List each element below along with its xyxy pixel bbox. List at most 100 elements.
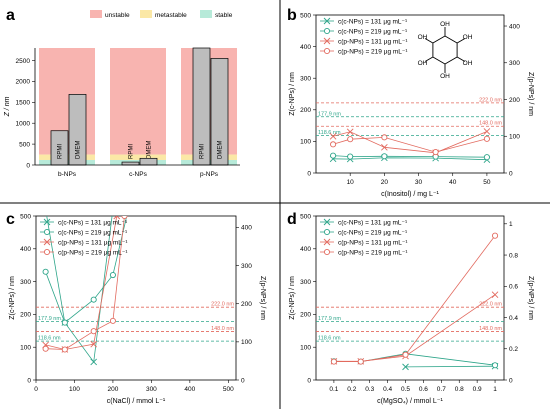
data-point <box>491 362 499 369</box>
bar-c-NPs-RPMI <box>121 161 140 166</box>
x-axis-label: c(Inositol) / mg L⁻¹ <box>381 191 439 198</box>
panel-label-d: d <box>287 211 297 228</box>
data-point <box>357 358 364 365</box>
data-point <box>110 206 116 212</box>
reference-line-label: 118.6 nm <box>38 336 61 342</box>
data-point <box>330 141 337 148</box>
data-point <box>347 153 354 160</box>
y-left-axis-label: Z(c-NPs) / nm <box>289 72 296 116</box>
data-point <box>329 132 337 140</box>
legend-marker <box>323 218 331 226</box>
series-line <box>405 365 496 368</box>
x-tick-label: 1 <box>493 386 497 393</box>
y-left-axis-label: Z(c-NPs) / nm <box>9 276 16 320</box>
data-point <box>61 346 68 353</box>
x-tick-label: 0.7 <box>437 386 446 393</box>
legend-label: c(p-NPs) = 131 µg mL⁻¹ <box>338 239 408 246</box>
y-left-tick-label: 300 <box>300 279 311 286</box>
data-point <box>121 216 128 220</box>
zone-legend-label-unstable: unstable <box>105 12 130 19</box>
y-right-tick-label: 0 <box>241 377 245 384</box>
data-point <box>43 206 49 212</box>
y-right-axis-label: Z(p-NPs) / nm <box>259 276 266 320</box>
legend-label: c(c-NPs) = 131 µg mL⁻¹ <box>338 18 408 25</box>
reference-line-label: 177.9 nm <box>318 111 341 117</box>
y-right-tick-label: 100 <box>241 339 252 346</box>
x-tick-label: 40 <box>449 179 457 186</box>
y-right-tick-label: 0.2 <box>509 346 518 353</box>
data-point <box>483 135 490 142</box>
panel-c: c 222.0 nm 177.9 nm 148.0 nm 118.6 nm 0 100 200… <box>6 206 266 405</box>
y-tick-label: 1000 <box>16 121 31 128</box>
y-left-tick-label: 200 <box>300 312 311 319</box>
inositol-oh: OH <box>463 34 473 41</box>
x-tick-label: 0.9 <box>473 386 482 393</box>
data-point <box>491 291 499 299</box>
legend-label: c(p-NPs) = 131 µg mL⁻¹ <box>58 239 128 246</box>
y-right-tick-label: 1 <box>509 221 513 228</box>
panel-label-c: c <box>6 211 15 228</box>
legend-marker <box>323 248 331 256</box>
inositol-oh: OH <box>463 60 473 67</box>
data-point <box>330 152 337 159</box>
zone-unstable <box>110 48 166 155</box>
y-left-tick-label: 500 <box>300 213 311 220</box>
y-right-tick-label: 400 <box>241 225 252 232</box>
y-right-tick-label: 0 <box>509 377 513 384</box>
data-point <box>402 363 409 371</box>
y-right-tick-label: 300 <box>509 60 520 67</box>
inositol-oh: OH <box>418 60 428 67</box>
series-line <box>46 216 113 364</box>
series-line <box>45 216 128 324</box>
x-tick-label: 0.6 <box>419 386 428 393</box>
legend-label: c(p-NPs) = 219 µg mL⁻¹ <box>58 249 128 256</box>
legend-marker <box>43 238 51 246</box>
y-right-tick-label: 300 <box>241 263 252 270</box>
x-tick-label: 100 <box>69 386 80 393</box>
x-tick-label: 300 <box>146 386 157 393</box>
legend-marker <box>323 27 331 35</box>
legend-label: c(c-NPs) = 219 µg mL⁻¹ <box>58 229 128 236</box>
x-tick-label: 0.8 <box>455 386 464 393</box>
y-tick-label: 1500 <box>16 100 31 107</box>
plot-frame <box>315 215 505 381</box>
reference-line-label: 177.9 nm <box>38 316 61 322</box>
y-left-tick-label: 300 <box>300 76 311 83</box>
x-axis-label: c(NaCl) / mmol L⁻¹ <box>107 398 166 405</box>
zone-legend-swatch-stable <box>200 10 212 18</box>
y-tick-label: 0 <box>26 162 30 169</box>
data-point <box>126 207 131 212</box>
reference-line-label: 222.0 nm <box>479 302 502 308</box>
bar-label-RPMI: RPMI <box>58 144 64 159</box>
series-line <box>333 157 487 161</box>
legend-label: c(c-NPs) = 131 µg mL⁻¹ <box>338 219 408 226</box>
panel-a: a unstable metastable stable RPMI DMEM b-NPs RP… <box>4 7 240 178</box>
y-left-tick-label: 500 <box>300 12 311 19</box>
plot-frame <box>35 215 237 381</box>
legend-label: c(c-NPs) = 219 µg mL⁻¹ <box>338 229 408 236</box>
y-left-tick-label: 200 <box>20 312 31 319</box>
data-point <box>346 128 354 136</box>
y-tick-label: 500 <box>19 141 30 148</box>
y-left-tick-label: 0 <box>27 377 31 384</box>
legend-marker <box>43 248 51 256</box>
legend-label: c(p-NPs) = 131 µg mL⁻¹ <box>338 38 408 45</box>
data-point <box>90 296 97 303</box>
legend-marker <box>323 37 331 45</box>
y-left-tick-label: 200 <box>300 107 311 114</box>
data-point <box>347 136 354 143</box>
data-point <box>491 232 499 239</box>
x-tick-label: 400 <box>184 386 195 393</box>
y-right-tick-label: 0 <box>509 170 513 177</box>
y-left-tick-label: 100 <box>20 345 31 352</box>
x-tick-label: 0.1 <box>329 386 338 393</box>
x-tick-label: 0.5 <box>401 386 410 393</box>
series-line <box>333 294 496 362</box>
y-axis-label: Z / nm <box>4 96 11 117</box>
legend-marker <box>323 17 331 25</box>
inositol-bond <box>424 56 434 62</box>
y-left-tick-label: 0 <box>307 170 311 177</box>
y-left-tick-label: 400 <box>300 246 311 253</box>
data-point <box>90 358 98 366</box>
data-point <box>381 153 388 160</box>
